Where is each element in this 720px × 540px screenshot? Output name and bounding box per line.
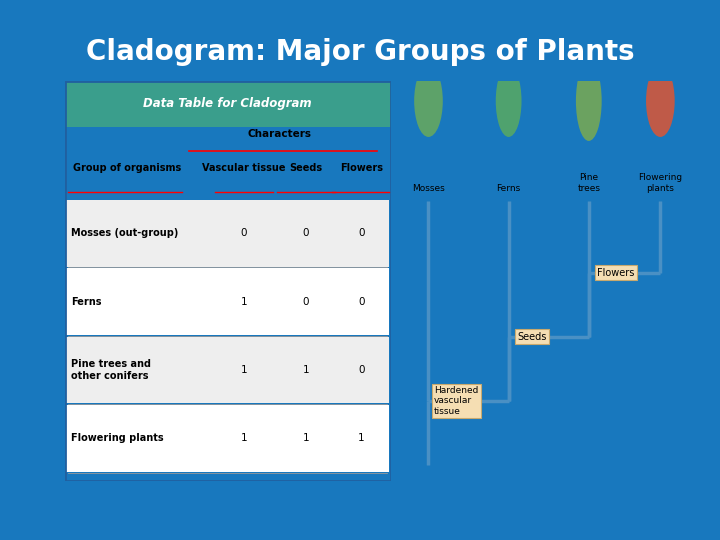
Bar: [66, 336, 389, 403]
Text: Flowers: Flowers: [598, 268, 635, 278]
Text: 0: 0: [240, 228, 247, 238]
Text: Flowers: Flowers: [340, 163, 383, 173]
Text: Ferns: Ferns: [71, 296, 102, 307]
Text: 1: 1: [358, 434, 364, 443]
Text: Seeds: Seeds: [517, 332, 546, 342]
Text: Group of organisms: Group of organisms: [73, 163, 181, 173]
Bar: [66, 405, 389, 472]
Text: Seeds: Seeds: [289, 163, 323, 173]
Text: 1: 1: [240, 296, 247, 307]
Text: 1: 1: [302, 365, 309, 375]
Text: 0: 0: [358, 296, 364, 307]
Text: 1: 1: [240, 434, 247, 443]
Text: Hardened
vascular
tissue: Hardened vascular tissue: [434, 386, 479, 416]
Text: Vascular tissue: Vascular tissue: [202, 163, 286, 173]
Text: Ferns: Ferns: [497, 184, 521, 193]
Text: Pine
trees: Pine trees: [577, 173, 600, 193]
Text: Flowering
plants: Flowering plants: [639, 173, 683, 193]
Text: Data Table for Cladogram: Data Table for Cladogram: [143, 98, 312, 111]
Text: Cladogram: Major Groups of Plants: Cladogram: Major Groups of Plants: [86, 38, 634, 66]
Bar: [65, 81, 390, 127]
Text: Characters: Characters: [248, 129, 312, 139]
Text: 1: 1: [302, 434, 309, 443]
Text: Mosses (out-group): Mosses (out-group): [71, 228, 179, 238]
Text: Mosses: Mosses: [412, 184, 445, 193]
Ellipse shape: [414, 65, 443, 137]
Ellipse shape: [496, 65, 521, 137]
Text: Flowering plants: Flowering plants: [71, 434, 164, 443]
Bar: [66, 200, 389, 267]
Text: 0: 0: [358, 228, 364, 238]
Ellipse shape: [576, 61, 602, 141]
Text: 0: 0: [358, 365, 364, 375]
Text: 0: 0: [302, 228, 309, 238]
Bar: [66, 268, 389, 335]
Ellipse shape: [646, 65, 675, 137]
Text: Pine trees and
other conifers: Pine trees and other conifers: [71, 359, 151, 381]
Text: 0: 0: [302, 296, 309, 307]
Text: 1: 1: [240, 365, 247, 375]
